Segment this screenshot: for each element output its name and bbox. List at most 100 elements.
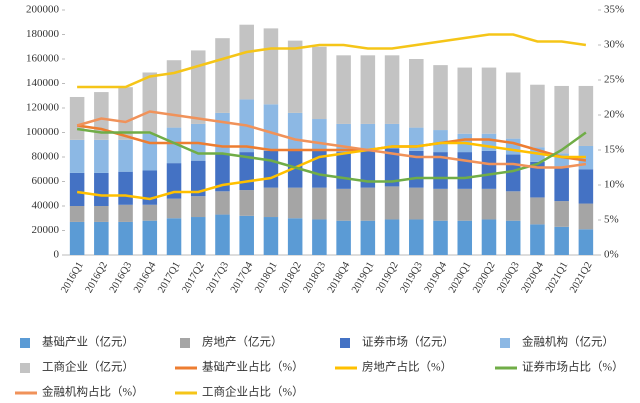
bar (481, 219, 497, 255)
bar (384, 55, 400, 124)
x-tick-label: 2016Q4 (132, 260, 159, 295)
y2-tick-label: 25% (604, 74, 624, 86)
bar (287, 40, 303, 113)
legend-item: 金融机构（亿元） (500, 335, 614, 349)
bar (142, 204, 158, 221)
bar (578, 229, 594, 255)
bar (287, 150, 303, 188)
bar (312, 187, 327, 220)
bar (505, 72, 521, 139)
legend-swatch (20, 363, 30, 373)
bar (263, 187, 279, 218)
bar (263, 28, 279, 105)
bar (239, 24, 254, 100)
legend-item: 基础产业（亿元） (20, 335, 134, 349)
legend-item: 证券市场（亿元） (340, 335, 454, 349)
y2-tick-label: 5% (604, 214, 619, 226)
bar (263, 150, 279, 188)
line (76, 110, 587, 169)
line (76, 141, 586, 201)
x-tick-label: 2018Q4 (326, 260, 353, 295)
bar (433, 220, 448, 255)
x-tick-label: 2017Q2 (180, 260, 206, 295)
legend-swatch (500, 338, 510, 348)
legend-swatch (20, 338, 30, 348)
bar (287, 112, 303, 151)
bar (457, 152, 473, 189)
bar (457, 188, 473, 221)
legend-label: 房地产占比（%） (362, 360, 452, 374)
y2-tick-label: 0% (604, 249, 619, 261)
y-tick-label: 20000 (32, 224, 60, 236)
x-tick-label: 2018Q3 (302, 260, 328, 295)
bar (142, 170, 158, 205)
bar (142, 133, 158, 171)
line (76, 127, 587, 183)
y-tick-label: 40000 (32, 200, 60, 212)
y-tick-label: 80000 (32, 151, 60, 163)
bar (433, 152, 448, 189)
bar (409, 219, 424, 255)
y-tick-label: 0 (54, 249, 60, 261)
bar (433, 130, 448, 153)
bar (190, 196, 206, 218)
legend-item: 证券市场占比（%） (495, 360, 624, 374)
bar (94, 221, 109, 255)
bar (384, 186, 400, 220)
bar (336, 152, 351, 189)
bar (118, 204, 133, 222)
y2-tick-label: 10% (604, 179, 624, 191)
bar (409, 59, 424, 128)
bar (530, 197, 545, 225)
bar (554, 85, 569, 154)
x-tick-label: 2017Q1 (156, 260, 182, 295)
bar (287, 218, 303, 255)
legend-swatch (340, 338, 350, 348)
x-tick-label: 2021Q1 (544, 260, 570, 295)
bar (578, 203, 594, 230)
legend-label: 证券市场占比（%） (522, 360, 624, 374)
y-tick-label: 160000 (26, 53, 60, 65)
bar (215, 153, 230, 192)
legend-swatch (180, 338, 190, 348)
legend-label: 工商企业占比（%） (202, 385, 304, 399)
bar (433, 65, 448, 131)
bar (384, 148, 400, 187)
x-tick-label: 2020Q4 (520, 260, 547, 295)
bar (409, 187, 424, 220)
x-tick-label: 2019Q1 (350, 260, 376, 295)
legend-item: 基础产业占比（%） (175, 360, 304, 374)
y2-tick-label: 20% (604, 109, 624, 121)
x-tick-label: 2017Q4 (229, 260, 256, 295)
bar (312, 150, 327, 188)
bar (457, 67, 473, 134)
legend-item: 房地产（亿元） (180, 335, 283, 349)
bar (118, 171, 133, 205)
bar (69, 139, 85, 173)
bar (94, 206, 109, 222)
bar (118, 139, 133, 172)
bar (554, 226, 569, 255)
y2-tick-label: 30% (604, 39, 624, 51)
legend-item: 房地产占比（%） (335, 360, 452, 374)
y-tick-label: 140000 (26, 77, 60, 89)
bar (118, 87, 133, 140)
bar (263, 104, 279, 151)
bar (360, 150, 376, 188)
bar (554, 201, 569, 227)
bar (578, 85, 594, 146)
bar (481, 67, 497, 134)
bar (142, 220, 158, 255)
y-tick-label: 60000 (32, 175, 60, 187)
legend-label: 房地产（亿元） (202, 335, 283, 349)
x-tick-label: 2019Q4 (423, 260, 450, 295)
line (77, 33, 587, 89)
legend-label: 基础产业（亿元） (42, 335, 134, 349)
bar (336, 220, 351, 255)
bar (481, 150, 497, 189)
bar (142, 72, 158, 134)
y-tick-label: 180000 (26, 28, 60, 40)
bar (69, 221, 85, 255)
bar (360, 55, 376, 124)
y2-tick-label: 35% (604, 4, 624, 16)
